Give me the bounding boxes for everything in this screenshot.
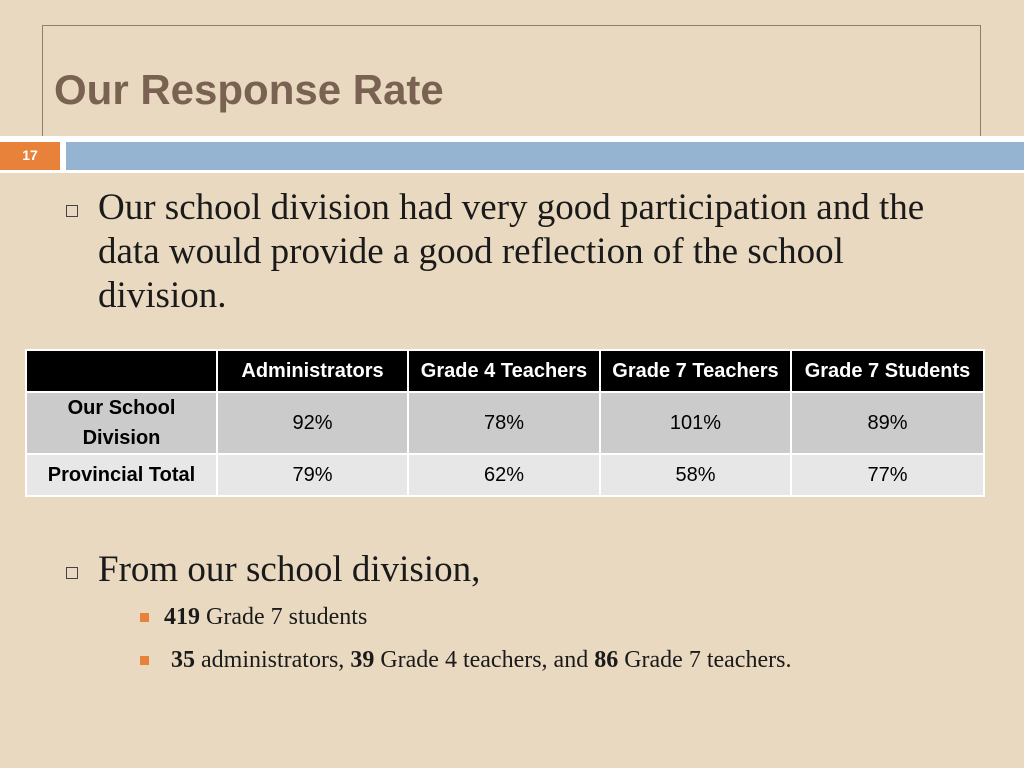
sub-bullet-students-text: 419 Grade 7 students: [164, 602, 367, 632]
bullet-participation: Our school division had very good partic…: [62, 186, 962, 321]
orange-square-bullet-icon: [140, 613, 149, 622]
table-header-corner: [25, 349, 218, 393]
table-cell: 78%: [407, 391, 601, 455]
grade7-label: Grade 7 teachers.: [624, 647, 792, 673]
row-label: Our School Division: [25, 391, 218, 455]
admin-count: 35: [171, 647, 195, 673]
bullet-from-division: From our school division,: [62, 548, 962, 594]
admin-label: administrators,: [201, 647, 345, 673]
hollow-square-bullet-icon: [66, 205, 78, 217]
student-label: Grade 7 students: [206, 604, 368, 630]
bullet-participation-text: Our school division had very good partic…: [98, 187, 925, 316]
student-count: 419: [164, 604, 200, 630]
table-cell: 62%: [407, 453, 601, 497]
table-header-cell: Grade 7 Students: [790, 349, 985, 393]
table-header-row: Administrators Grade 4 Teachers Grade 7 …: [25, 349, 985, 393]
slide-title: Our Response Rate: [54, 66, 444, 113]
table-cell: 89%: [790, 391, 985, 455]
table-header-cell: Grade 4 Teachers: [407, 349, 601, 393]
table-header-cell: Administrators: [216, 349, 409, 393]
grade7-count: 86: [594, 647, 619, 673]
table-header-cell: Grade 7 Teachers: [599, 349, 792, 393]
table-cell: 92%: [216, 391, 409, 455]
response-rate-table: Administrators Grade 4 Teachers Grade 7 …: [25, 349, 985, 497]
bullet-from-division-text: From our school division,: [98, 549, 481, 590]
row-label: Provincial Total: [25, 453, 218, 497]
slide-number: 17: [0, 142, 60, 170]
table-cell: 58%: [599, 453, 792, 497]
header-divider-bar: [66, 142, 1024, 170]
table-row: Our School Division 92% 78% 101% 89%: [25, 391, 985, 455]
hollow-square-bullet-icon: [66, 567, 78, 579]
sub-bullet-staff-text: 35 administrators, 39 Grade 4 teachers, …: [171, 645, 791, 675]
table-cell: 101%: [599, 391, 792, 455]
grade4-count: 39: [350, 647, 375, 673]
table-cell: 77%: [790, 453, 985, 497]
grade4-label: Grade 4 teachers, and: [380, 647, 589, 673]
orange-square-bullet-icon: [140, 656, 149, 665]
table-row: Provincial Total 79% 62% 58% 77%: [25, 453, 985, 497]
table-cell: 79%: [216, 453, 409, 497]
